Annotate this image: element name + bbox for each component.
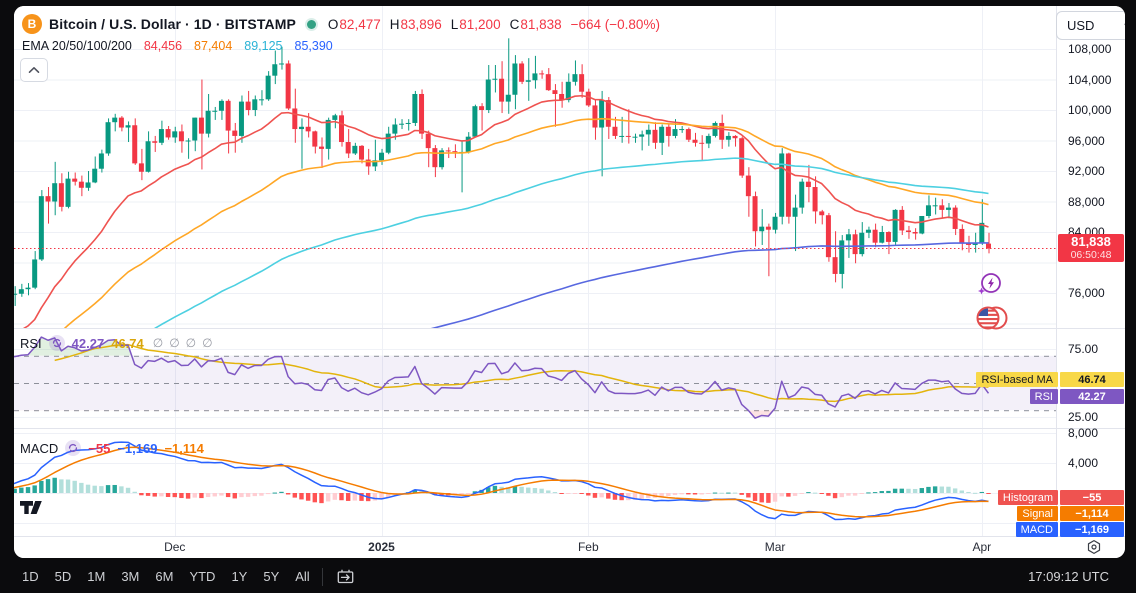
- signal-badge-value: −1,114: [1060, 506, 1124, 521]
- ema50-value: 87,404: [194, 39, 233, 53]
- open-value: 82,477: [339, 16, 381, 32]
- chart-floating-icons: [976, 272, 1008, 332]
- range-button-5d[interactable]: 5D: [47, 565, 80, 588]
- rsi-ma-badge: RSI-based MA 46.74: [976, 372, 1124, 387]
- last-price-value: 81,838: [1071, 234, 1111, 250]
- close-value: 81,838: [520, 16, 562, 32]
- chevron-up-icon: [28, 67, 40, 73]
- currency-selector[interactable]: USD: [1056, 11, 1125, 40]
- currency-selector-value: USD: [1067, 18, 1095, 33]
- symbol-title[interactable]: Bitcoin / U.S. Dollar · 1D · BITSTAMP: [49, 16, 296, 32]
- macd-hist-value: −55: [88, 440, 111, 456]
- signal-badge-tag: Signal: [1017, 506, 1058, 521]
- tradingview-logo[interactable]: [19, 500, 49, 515]
- low-value: 81,200: [459, 16, 501, 32]
- histogram-badge-value: −55: [1060, 490, 1124, 505]
- range-button-6m[interactable]: 6M: [147, 565, 181, 588]
- empty-set-icon: ∅: [202, 336, 213, 350]
- calendar-arrow-icon: [337, 569, 354, 584]
- price-axis[interactable]: [1056, 6, 1125, 536]
- axis-settings-icon[interactable]: [1086, 539, 1102, 555]
- toolbar-divider: [321, 567, 323, 586]
- ema200-value: 85,390: [294, 39, 333, 53]
- macd-source-icon: [65, 440, 82, 456]
- macd-line-value: −1,169: [117, 440, 158, 456]
- ema-legend-label[interactable]: EMA 20/50/100/200: [22, 39, 132, 53]
- rsi-title[interactable]: RSI: [20, 335, 42, 351]
- range-button-5y[interactable]: 5Y: [255, 565, 287, 588]
- range-button-1y[interactable]: 1Y: [223, 565, 255, 588]
- ohlc-values: O 82,477 H 83,896 L 81,200 C 81,838 −664 (−0…: [328, 17, 660, 32]
- bitcoin-icon: B: [22, 14, 42, 34]
- high-label: H: [389, 16, 400, 32]
- usd-flag-pair-icon[interactable]: [976, 305, 1008, 332]
- go-to-date-button[interactable]: [333, 567, 358, 586]
- bar-countdown: 06:50:48: [1070, 249, 1112, 262]
- market-status-dot: [306, 19, 316, 29]
- low-label: L: [450, 16, 459, 32]
- signal-badge: Signal −1,114: [1017, 506, 1124, 521]
- rsi-badge: RSI 42.27: [1029, 389, 1124, 404]
- chart-widget: B Bitcoin / U.S. Dollar · 1D · BITSTAMP …: [14, 6, 1125, 558]
- ema20-value: 84,456: [143, 39, 183, 53]
- range-button-1d[interactable]: 1D: [14, 565, 47, 588]
- range-button-all[interactable]: All: [287, 565, 317, 588]
- time-axis[interactable]: [14, 536, 1125, 558]
- rsi-value: 42.27: [71, 335, 105, 351]
- empty-set-icon: ∅: [152, 336, 164, 350]
- lightning-boost-icon[interactable]: [976, 272, 1004, 298]
- rsi-legend: RSI 42.27 46.74 ∅ ∅ ∅ ∅: [20, 335, 213, 351]
- last-price-badge: 81,838 06:50:48: [1058, 234, 1124, 263]
- empty-set-icon: ∅: [169, 336, 180, 350]
- macd-signal-value: −1,114: [164, 440, 204, 456]
- rsi-ma-value: 46.74: [111, 335, 144, 351]
- change-value: −664 (−0.80%): [570, 16, 660, 32]
- macd-legend: MACD −55 −1,169 −1,114: [20, 440, 204, 456]
- empty-set-icon: ∅: [185, 336, 197, 350]
- histogram-badge: Histogram −55: [997, 490, 1124, 505]
- macd-badge-value: −1,169: [1060, 522, 1124, 537]
- collapse-legend-button[interactable]: [20, 58, 48, 82]
- histogram-badge-tag: Histogram: [997, 490, 1058, 505]
- rsi-source-icon: [48, 335, 65, 351]
- high-value: 83,896: [400, 16, 442, 32]
- range-button-ytd[interactable]: YTD: [181, 565, 223, 588]
- chart-header: B Bitcoin / U.S. Dollar · 1D · BITSTAMP …: [22, 14, 660, 34]
- rsi-ma-badge-tag: RSI-based MA: [976, 372, 1058, 387]
- chart-canvas[interactable]: [14, 6, 1125, 558]
- macd-badge: MACD −1,169: [1015, 522, 1124, 537]
- chevron-down-icon: [1124, 23, 1125, 25]
- ema100-value: 89,125: [244, 39, 283, 53]
- ema-legend: EMA 20/50/100/200 84,456 87,404 89,125 8…: [22, 39, 333, 53]
- rsi-empty-slots: ∅ ∅ ∅ ∅: [153, 336, 213, 350]
- rsi-ma-badge-value: 46.74: [1060, 372, 1124, 387]
- range-button-1m[interactable]: 1M: [79, 565, 113, 588]
- rsi-badge-tag: RSI: [1029, 389, 1058, 404]
- rsi-badge-value: 42.27: [1060, 389, 1124, 404]
- open-label: O: [327, 16, 339, 32]
- range-button-3m[interactable]: 3M: [113, 565, 147, 588]
- close-label: C: [509, 16, 520, 32]
- macd-title[interactable]: MACD: [20, 440, 59, 456]
- macd-badge-tag: MACD: [1015, 522, 1058, 537]
- bottom-toolbar: 1D 5D 1M 3M 6M YTD 1Y 5Y All 17:09:12 UTC: [14, 562, 1125, 591]
- utc-clock: 17:09:12 UTC: [1028, 569, 1109, 584]
